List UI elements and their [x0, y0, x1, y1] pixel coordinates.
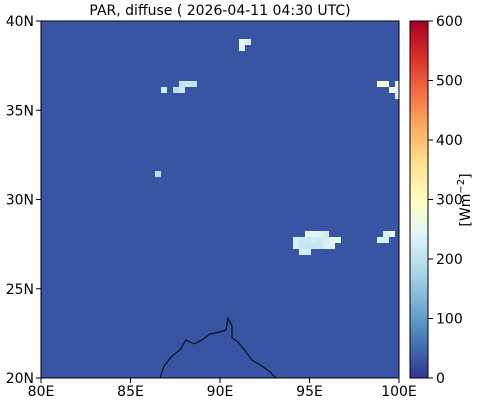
lat-tick-label: 30N: [6, 193, 34, 209]
colorbar-tick-label: 0: [436, 371, 445, 387]
longitude-axis: 80E 85E 90E 95E 100E: [28, 378, 417, 400]
colorbar-tick-label: 400: [436, 133, 463, 149]
lat-tick-label: 25N: [6, 282, 34, 298]
lat-tick-label: 35N: [6, 103, 34, 119]
colorbar: [409, 20, 429, 379]
colorbar-axis: 600 500 400 300 200 100 0: [428, 14, 463, 387]
lon-tick-label: 85E: [117, 384, 144, 400]
map-panel: [41, 21, 399, 378]
colorbar-tick-label: 100: [436, 312, 463, 328]
ocean-background: [41, 21, 399, 378]
colorbar-label: [Wm−2]: [456, 173, 474, 226]
colorbar-tick-label: 500: [436, 74, 463, 90]
lon-tick-label: 80E: [28, 384, 55, 400]
lon-tick-label: 100E: [381, 384, 417, 400]
latitude-axis: 40N 35N 30N 25N 20N: [6, 14, 41, 387]
coastline: [159, 316, 277, 378]
colorbar-tick-label: 600: [436, 14, 463, 30]
map-title: PAR, diffuse ( 2026-04-11 04:30 UTC): [89, 3, 350, 19]
lat-tick-label: 40N: [6, 14, 34, 30]
par-diffuse-field: [155, 39, 399, 255]
colorbar-tick-label: 200: [436, 252, 463, 268]
lon-tick-label: 95E: [296, 384, 323, 400]
lat-tick-label: 20N: [6, 371, 34, 387]
lon-tick-label: 90E: [207, 384, 234, 400]
colorbar-tick-label: 300: [436, 193, 463, 209]
